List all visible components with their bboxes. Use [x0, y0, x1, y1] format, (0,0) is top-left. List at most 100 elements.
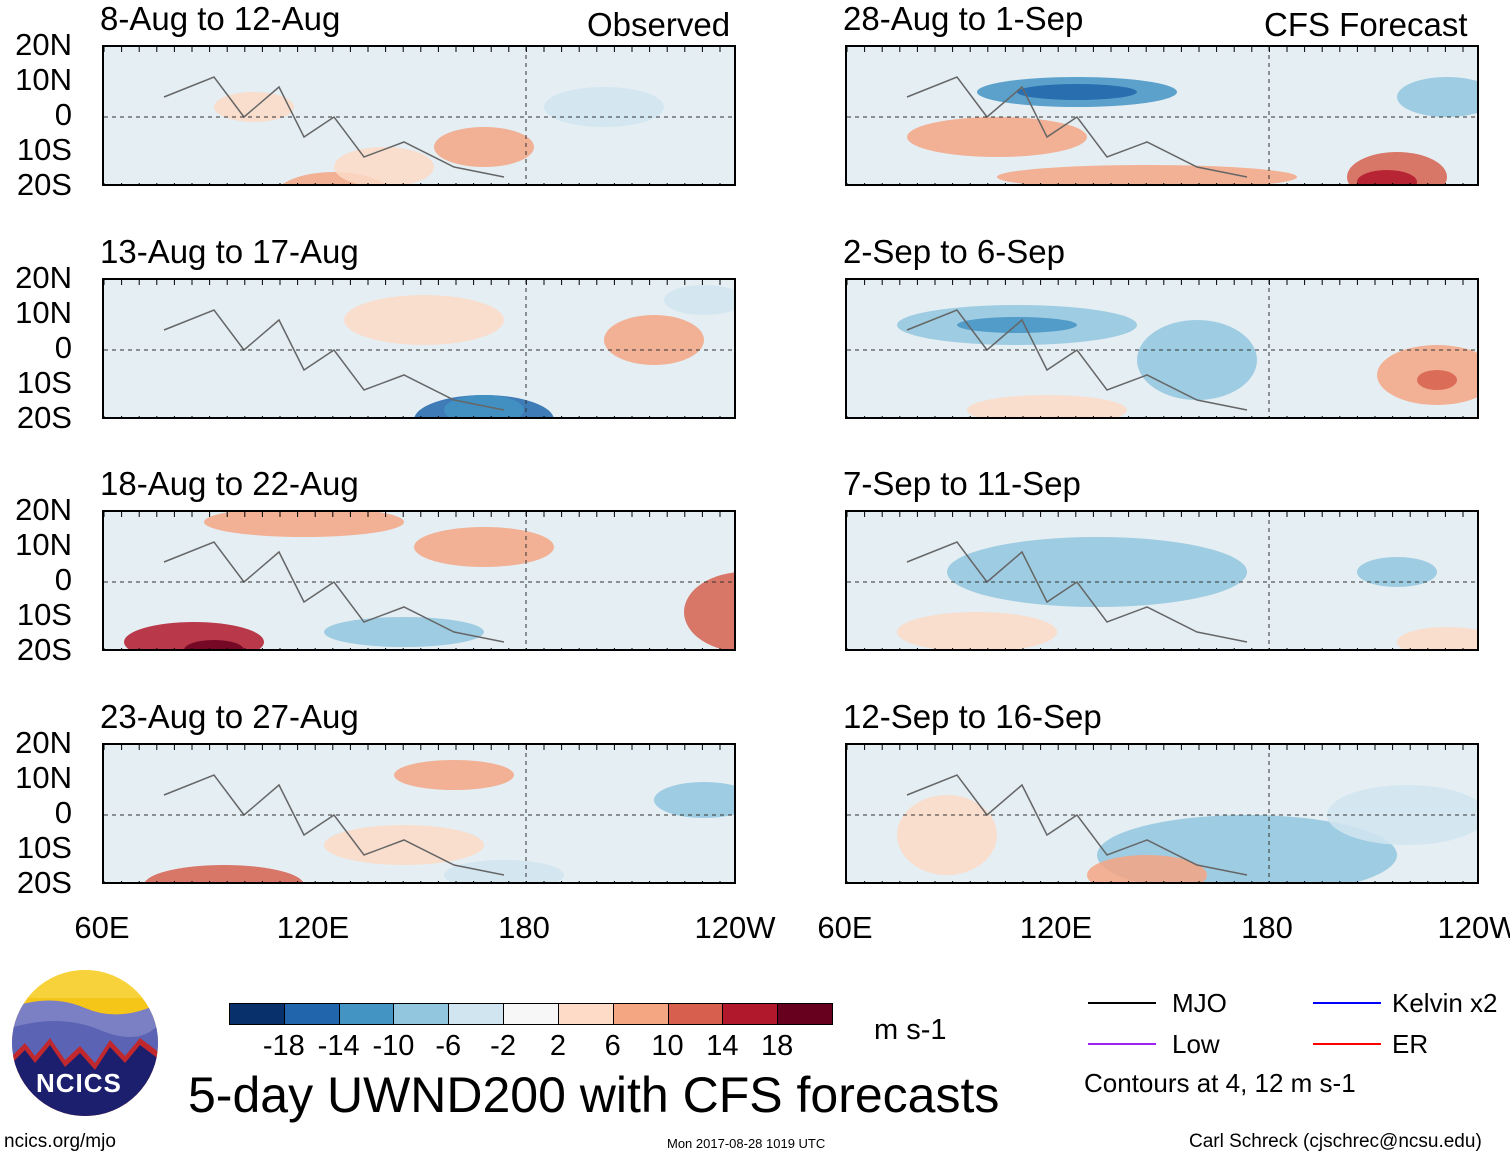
coastline — [163, 76, 505, 178]
y-tick-label: 20N — [15, 27, 72, 62]
wind-anomaly-region — [1137, 320, 1257, 400]
colorbar-swatch — [777, 1003, 833, 1025]
map-panel — [845, 45, 1479, 186]
footer-timestamp: Mon 2017-08-28 1019 UTC — [667, 1136, 826, 1151]
colorbar-label: 2 — [549, 1030, 566, 1062]
wind-anomaly-region — [967, 395, 1127, 417]
x-tick-label: 60E — [74, 910, 130, 945]
coastline — [906, 309, 1248, 411]
y-tick-label: 10N — [15, 295, 72, 330]
legend-label-er: ER — [1392, 1029, 1429, 1059]
wind-anomaly-region — [184, 640, 244, 649]
wind-anomaly-region — [414, 527, 554, 567]
colorbar-swatch — [503, 1003, 559, 1025]
ncics-logo — [12, 970, 158, 1116]
colorbar-label: -2 — [490, 1030, 516, 1062]
wind-anomaly-region — [1017, 84, 1137, 100]
wind-anomaly-region — [344, 295, 504, 345]
y-tick-label: 20N — [15, 260, 72, 295]
colorbar-label: 14 — [706, 1030, 739, 1062]
colorbar-swatch — [448, 1003, 505, 1025]
map-panel — [845, 278, 1479, 419]
colorbar-label: -18 — [262, 1030, 305, 1062]
y-tick-label: 0 — [54, 97, 72, 132]
colorbar-label: -14 — [317, 1030, 360, 1062]
panel-title: 23-Aug to 27-Aug — [100, 698, 359, 735]
wind-anomaly-region — [897, 612, 1057, 649]
y-tick-label: 20S — [16, 865, 72, 900]
coastline — [906, 541, 1248, 643]
wind-anomaly-region — [907, 117, 1087, 157]
logo-text: NCICS — [36, 1068, 122, 1098]
x-tick-label: 120W — [694, 910, 776, 945]
coastline — [163, 309, 505, 411]
legend-label-kelvin: Kelvin x2 — [1392, 988, 1498, 1018]
wind-anomaly-region — [324, 617, 484, 647]
x-tick-label: 180 — [498, 910, 550, 945]
wind-anomaly-region — [544, 87, 664, 127]
wind-anomaly-region — [324, 825, 484, 865]
map-panel — [102, 278, 736, 419]
wind-anomaly-region — [1417, 370, 1457, 390]
er-legend-line — [1313, 1043, 1381, 1045]
y-tick-label: 10S — [16, 365, 72, 400]
observed-label: Observed — [587, 6, 731, 43]
y-tick-label: 0 — [54, 330, 72, 365]
y-tick-label: 20S — [16, 167, 72, 202]
colorbar-swatch — [667, 1003, 724, 1025]
y-tick-label: 0 — [54, 795, 72, 830]
y-tick-label: 10N — [15, 527, 72, 562]
y-tick-label: 20S — [16, 632, 72, 667]
mjo-legend-line — [1088, 1002, 1156, 1004]
y-tick-label: 20N — [15, 492, 72, 527]
colorbar-swatch — [338, 1003, 395, 1025]
panel-title: 8-Aug to 12-Aug — [100, 0, 341, 37]
y-tick-label: 20S — [16, 400, 72, 435]
legend-label-low: Low — [1172, 1029, 1220, 1059]
x-tick-label: 120E — [1019, 910, 1093, 945]
wind-anomaly-region — [947, 537, 1247, 607]
wind-anomaly-region — [334, 147, 434, 184]
map-panel — [845, 510, 1479, 651]
wind-anomaly-region — [997, 165, 1297, 184]
wind-anomaly-region — [444, 860, 564, 882]
y-tick-label: 20N — [15, 725, 72, 760]
low-legend-line — [1088, 1043, 1156, 1045]
legend-label-mjo: MJO — [1172, 988, 1227, 1018]
y-tick-label: 10S — [16, 132, 72, 167]
wind-anomaly-region — [604, 315, 704, 365]
colorbar-label: 6 — [604, 1030, 621, 1062]
map-panel — [102, 743, 736, 884]
y-tick-label: 10S — [16, 830, 72, 865]
colorbar-swatch — [557, 1003, 614, 1025]
cfs-forecast-label: CFS Forecast — [1264, 6, 1468, 43]
colorbar-label: 18 — [761, 1030, 794, 1062]
x-tick-label: 120E — [276, 910, 350, 945]
y-tick-label: 10N — [15, 62, 72, 97]
panel-title: 18-Aug to 22-Aug — [100, 465, 359, 502]
wind-anomaly-region — [1397, 627, 1477, 649]
wind-anomaly-region — [897, 795, 997, 875]
map-panel — [845, 743, 1479, 884]
panel-title: 7-Sep to 11-Sep — [843, 465, 1081, 502]
wind-anomaly-region — [654, 782, 734, 818]
panel-title: 2-Sep to 6-Sep — [843, 233, 1065, 270]
wind-anomaly-region — [1397, 77, 1477, 117]
y-tick-label: 10S — [16, 597, 72, 632]
footer-url[interactable]: ncics.org/mjo — [4, 1131, 116, 1152]
coastline — [163, 774, 505, 876]
kelvin-legend-line — [1313, 1002, 1381, 1004]
wind-anomaly-region — [1357, 170, 1417, 184]
wind-anomaly-region — [734, 390, 736, 419]
x-tick-label: 120W — [1437, 910, 1510, 945]
panel-title: 13-Aug to 17-Aug — [100, 233, 359, 270]
colorbar-swatch — [393, 1003, 450, 1025]
colorbar-swatch — [722, 1003, 779, 1025]
map-panel — [102, 510, 736, 651]
y-tick-label: 0 — [54, 562, 72, 597]
wind-anomaly-region — [204, 512, 404, 537]
map-panel — [102, 45, 736, 186]
wind-anomaly-region — [144, 865, 304, 882]
x-tick-label: 180 — [1241, 910, 1293, 945]
y-tick-label: 10N — [15, 760, 72, 795]
